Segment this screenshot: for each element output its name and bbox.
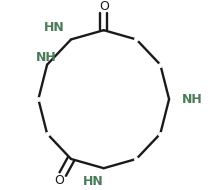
- Text: HN: HN: [83, 175, 104, 188]
- Text: O: O: [55, 174, 64, 187]
- Text: NH: NH: [36, 51, 57, 64]
- Text: O: O: [99, 0, 109, 13]
- Text: HN: HN: [44, 21, 65, 34]
- Text: NH: NH: [182, 93, 203, 106]
